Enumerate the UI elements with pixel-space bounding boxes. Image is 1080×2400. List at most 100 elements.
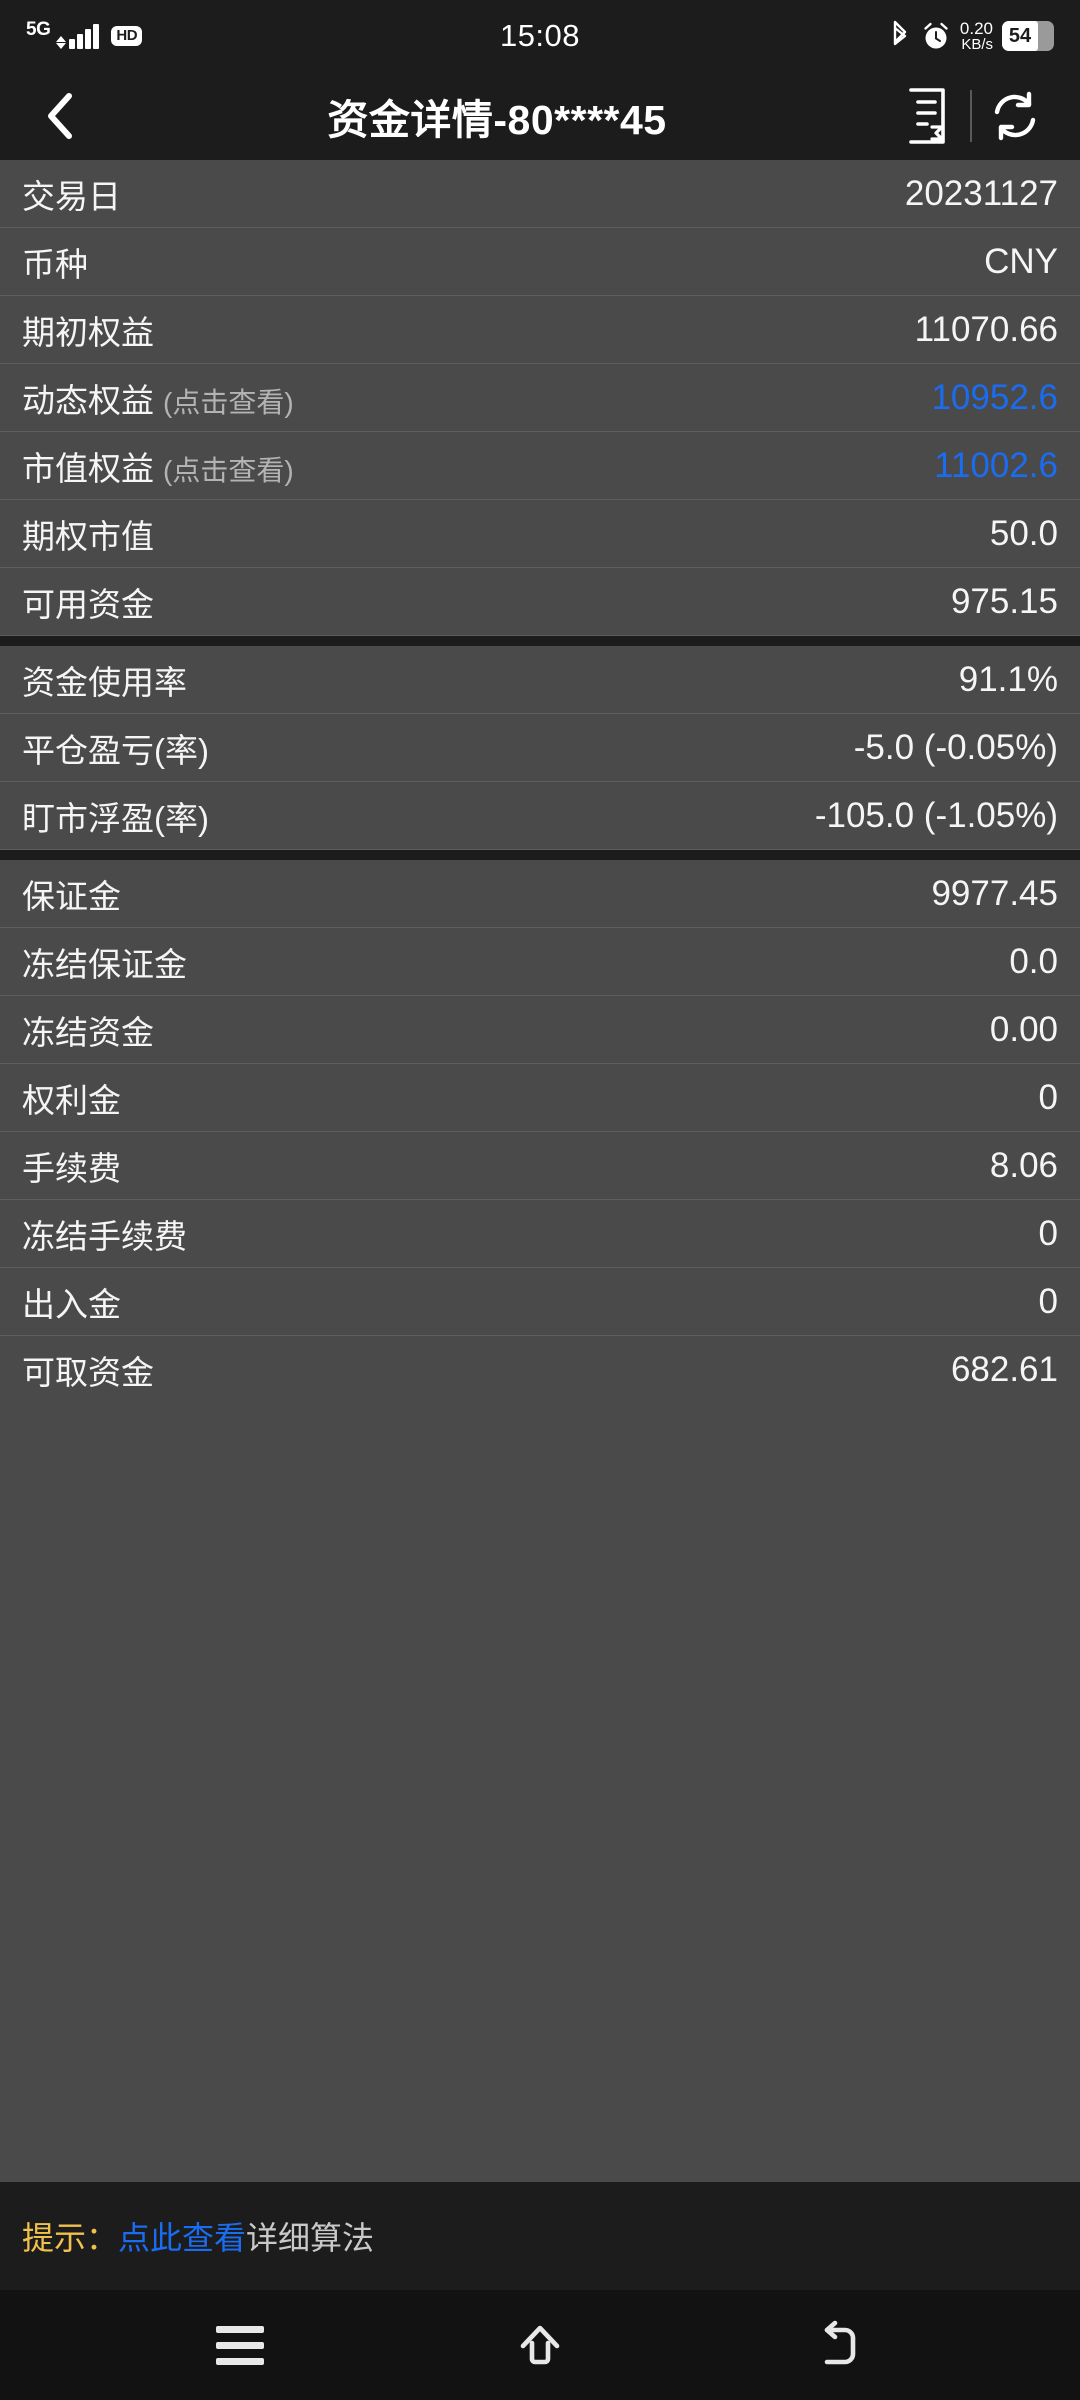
detail-row-label-text: 保证金 <box>22 877 121 915</box>
section-divider <box>0 636 1080 646</box>
detail-row-label-text: 冻结资金 <box>22 1013 154 1051</box>
detail-row-label-text: 冻结保证金 <box>22 945 187 983</box>
refresh-icon <box>994 91 1036 141</box>
detail-row-label-text: 动态权益 <box>22 381 154 419</box>
detail-row-value: 9977.45 <box>931 873 1058 913</box>
status-bar-right: 0.20 KB/s 54 <box>888 20 1054 52</box>
detail-row-label-text: 出入金 <box>22 1285 121 1323</box>
bluetooth-icon <box>888 20 912 52</box>
statement-sigma-icon <box>909 88 945 144</box>
detail-row-label-text: 盯市浮盈(率) <box>22 799 209 837</box>
detail-row-label-text: 权利金 <box>22 1081 121 1119</box>
nav-home-button[interactable] <box>480 2290 600 2400</box>
detail-row-label-text: 资金使用率 <box>22 663 187 701</box>
detail-row-value: 11070.66 <box>914 309 1058 349</box>
detail-row-label-text: 市值权益 <box>22 449 154 487</box>
detail-row-label: 盯市浮盈(率) <box>22 792 209 840</box>
detail-row-value: 0 <box>1038 1281 1058 1321</box>
detail-row-value: -5.0 (-0.05%) <box>853 727 1058 767</box>
detail-row-label-text: 手续费 <box>22 1149 121 1187</box>
detail-row-label-text: 可用资金 <box>22 585 154 623</box>
detail-row[interactable]: 动态权益 (点击查看) 10952.6 <box>0 364 1080 432</box>
detail-row-label-text: 期初权益 <box>22 313 154 351</box>
detail-row-label-text: 币种 <box>22 245 88 283</box>
detail-row-label-text: 期权市值 <box>22 517 154 555</box>
detail-row-label: 保证金 <box>22 870 121 918</box>
detail-row-value: 0.00 <box>989 1009 1058 1049</box>
header-divider <box>970 90 972 142</box>
detail-row-value: 0 <box>1038 1077 1058 1117</box>
signal-icon <box>56 23 100 49</box>
detail-row: 资金使用率 91.1% <box>0 646 1080 714</box>
detail-row-label: 市值权益 (点击查看) <box>22 442 294 490</box>
network-speed-unit: KB/s <box>961 36 993 53</box>
detail-row-hint: (点击查看) <box>163 386 294 418</box>
detail-row-value[interactable]: 11002.6 <box>934 445 1058 485</box>
detail-row: 手续费 8.06 <box>0 1132 1080 1200</box>
header-actions <box>890 79 1052 153</box>
detail-row-hint: (点击查看) <box>163 454 294 486</box>
detail-row-label: 可用资金 <box>22 578 154 626</box>
fund-detail-list: 交易日 20231127 币种 CNY 期初权益 11070.66 动态权益 (点击查看) 10… <box>0 160 1080 2182</box>
detail-row: 权利金 0 <box>0 1064 1080 1132</box>
detail-row-label-text: 平仓盈亏(率) <box>22 731 209 769</box>
detail-row-label-text: 冻结手续费 <box>22 1217 187 1255</box>
detail-row: 可用资金 975.15 <box>0 568 1080 636</box>
alarm-icon <box>921 20 951 52</box>
network-speed: 0.20 KB/s <box>960 20 993 52</box>
back-button[interactable] <box>28 83 94 149</box>
hint-bar[interactable]: 提示： 点此查看 详细算法 <box>0 2182 1080 2290</box>
detail-row-value[interactable]: 10952.6 <box>931 377 1058 417</box>
detail-row: 冻结资金 0.00 <box>0 996 1080 1064</box>
detail-row: 期初权益 11070.66 <box>0 296 1080 364</box>
menu-icon <box>216 2325 264 2365</box>
detail-row: 出入金 0 <box>0 1268 1080 1336</box>
home-icon <box>520 2325 560 2365</box>
chevron-left-icon <box>48 93 72 139</box>
battery-icon: 54 <box>1002 21 1054 51</box>
detail-row-label: 动态权益 (点击查看) <box>22 374 294 422</box>
statement-summary-button[interactable] <box>890 79 964 153</box>
detail-row-value: 0.0 <box>1009 941 1058 981</box>
detail-row: 可取资金 682.61 <box>0 1336 1080 1404</box>
detail-row-value: 91.1% <box>958 659 1058 699</box>
network-type-label: 5G <box>26 18 51 40</box>
detail-row: 保证金 9977.45 <box>0 860 1080 928</box>
detail-row: 期权市值 50.0 <box>0 500 1080 568</box>
detail-row-value: -105.0 (-1.05%) <box>814 795 1058 835</box>
refresh-button[interactable] <box>978 79 1052 153</box>
hint-link[interactable]: 点此查看 <box>118 2220 247 2256</box>
status-bar: 5G HD 15:08 0.20 <box>0 0 1080 72</box>
detail-row-value: CNY <box>984 241 1058 281</box>
nav-recents-button[interactable] <box>180 2290 300 2400</box>
detail-row-label: 冻结保证金 <box>22 938 187 986</box>
detail-row-value: 50.0 <box>989 513 1058 553</box>
detail-row-value: 682.61 <box>950 1350 1058 1389</box>
detail-row-label: 平仓盈亏(率) <box>22 724 209 772</box>
detail-row-label-text: 交易日 <box>22 177 121 215</box>
detail-row-label: 可取资金 <box>22 1346 154 1394</box>
detail-row: 冻结手续费 0 <box>0 1200 1080 1268</box>
hint-tail-label: 详细算法 <box>246 2220 375 2256</box>
status-bar-left: 5G HD <box>26 20 143 49</box>
detail-row-label: 权利金 <box>22 1074 121 1122</box>
detail-row: 冻结保证金 0.0 <box>0 928 1080 996</box>
detail-row: 币种 CNY <box>0 228 1080 296</box>
detail-row-label: 出入金 <box>22 1278 121 1326</box>
nav-back-button[interactable] <box>780 2290 900 2400</box>
hd-icon: HD <box>111 26 143 46</box>
hint-prefix-label: 提示： <box>22 2220 119 2256</box>
detail-row[interactable]: 市值权益 (点击查看) 11002.6 <box>0 432 1080 500</box>
detail-row-label: 交易日 <box>22 170 121 218</box>
data-transfer-arrows-icon <box>56 35 67 49</box>
detail-row-label: 币种 <box>22 238 88 286</box>
section-divider <box>0 850 1080 860</box>
detail-row-label: 手续费 <box>22 1142 121 1190</box>
detail-row: 盯市浮盈(率) -105.0 (-1.05%) <box>0 782 1080 850</box>
detail-row-label: 期初权益 <box>22 306 154 354</box>
system-nav-bar <box>0 2290 1080 2400</box>
page-title: 资金详情-80****45 <box>327 97 667 143</box>
detail-row-value: 0 <box>1038 1213 1058 1253</box>
back-arrow-icon <box>824 2320 856 2365</box>
